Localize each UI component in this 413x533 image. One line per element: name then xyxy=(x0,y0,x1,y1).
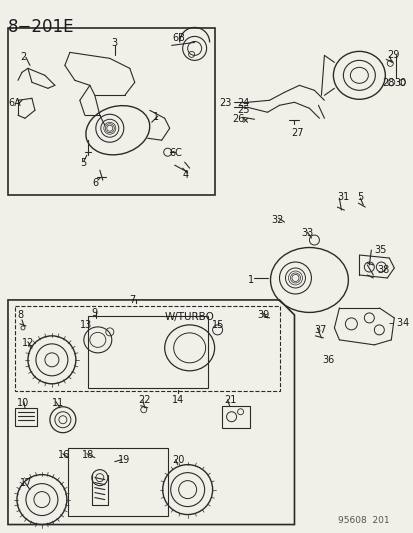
Text: 10: 10 xyxy=(17,398,29,408)
Text: 7: 7 xyxy=(129,295,135,305)
Text: – 34: – 34 xyxy=(388,318,408,328)
Text: 13: 13 xyxy=(80,320,92,330)
Text: 6B: 6B xyxy=(172,34,185,43)
Text: 14: 14 xyxy=(171,395,183,405)
Text: 1: 1 xyxy=(247,275,253,285)
Text: 39: 39 xyxy=(257,310,269,320)
Text: 5: 5 xyxy=(80,158,86,168)
Text: 17: 17 xyxy=(20,478,32,488)
Text: 6A: 6A xyxy=(8,98,21,108)
Bar xyxy=(15,306,279,391)
Text: 22: 22 xyxy=(138,395,150,405)
Text: 4: 4 xyxy=(182,170,188,180)
Bar xyxy=(221,406,249,427)
Text: 35: 35 xyxy=(373,245,386,255)
Text: 9: 9 xyxy=(92,308,98,318)
Text: 5: 5 xyxy=(356,192,363,202)
Bar xyxy=(8,28,214,195)
Text: 33: 33 xyxy=(301,228,313,238)
Text: 18: 18 xyxy=(82,450,94,459)
Text: 19: 19 xyxy=(118,455,130,465)
Text: 1: 1 xyxy=(152,112,159,122)
Text: 3: 3 xyxy=(112,38,118,49)
Text: 25: 25 xyxy=(237,106,249,115)
Text: 20: 20 xyxy=(172,455,185,465)
Text: 30: 30 xyxy=(393,78,406,88)
Text: 16: 16 xyxy=(58,450,70,459)
Text: 27: 27 xyxy=(291,128,303,138)
Text: 29: 29 xyxy=(387,51,399,60)
Bar xyxy=(68,448,167,515)
Bar xyxy=(88,316,207,388)
Bar xyxy=(15,408,37,426)
Text: 12: 12 xyxy=(22,338,34,348)
Text: 21: 21 xyxy=(224,395,236,405)
Text: 2: 2 xyxy=(20,52,26,62)
Text: 36: 36 xyxy=(322,355,334,365)
Text: 37: 37 xyxy=(314,325,326,335)
Text: 28: 28 xyxy=(381,78,394,88)
Text: 15: 15 xyxy=(211,320,223,330)
Text: 23: 23 xyxy=(219,98,231,108)
Text: 6C: 6C xyxy=(169,148,182,158)
Text: 8: 8 xyxy=(17,310,23,320)
Text: 95608  201: 95608 201 xyxy=(337,515,388,524)
Text: 38: 38 xyxy=(376,265,389,275)
Text: 26: 26 xyxy=(232,114,244,124)
Text: 8−201E: 8−201E xyxy=(8,19,74,36)
Text: 11: 11 xyxy=(52,398,64,408)
Text: W/TURBO: W/TURBO xyxy=(164,312,214,322)
Text: 31: 31 xyxy=(337,192,349,202)
Text: 32: 32 xyxy=(271,215,283,225)
Text: 24: 24 xyxy=(237,98,249,108)
Text: 6: 6 xyxy=(93,178,99,188)
